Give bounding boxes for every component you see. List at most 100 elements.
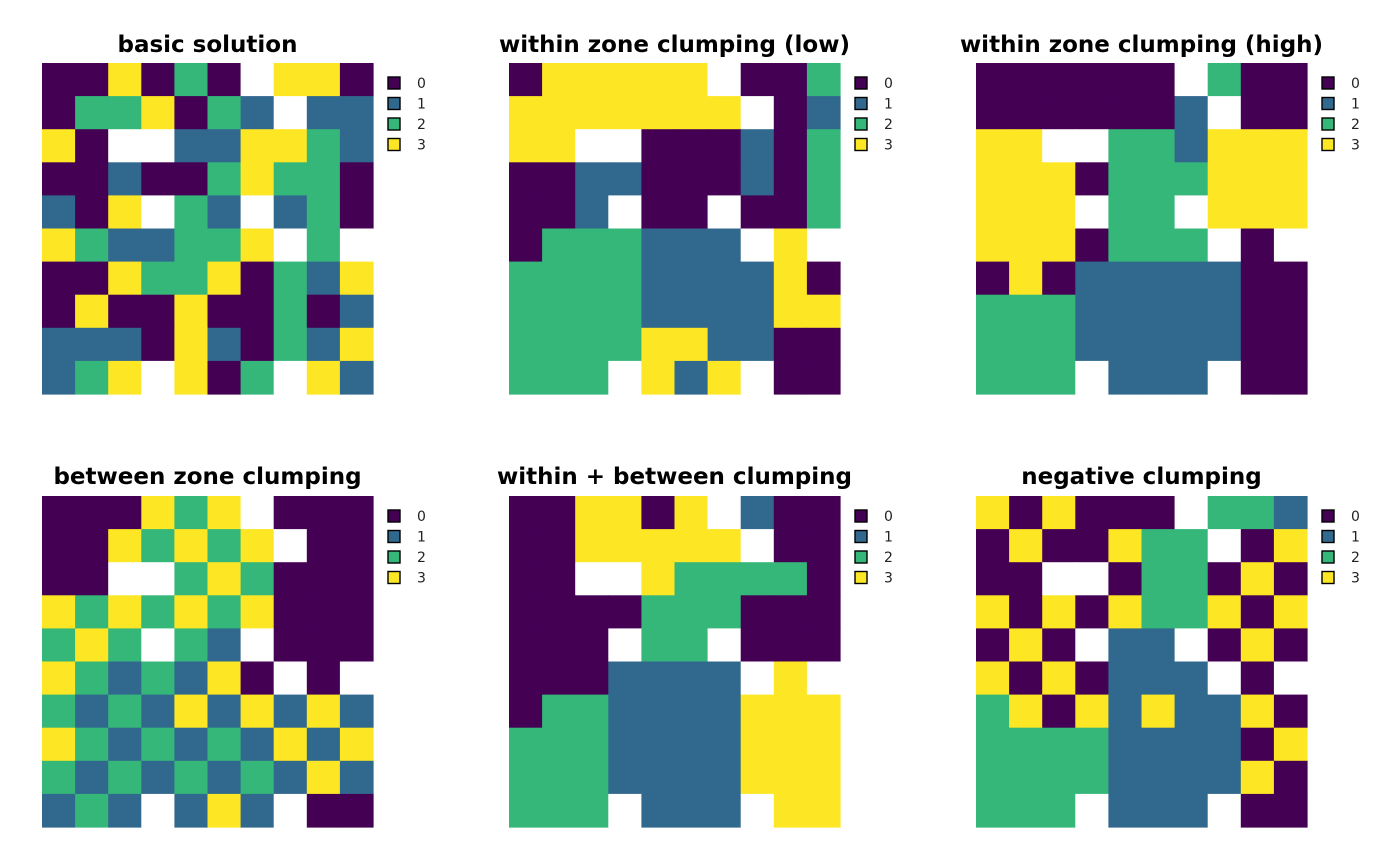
legend-swatch-2 (1321, 117, 1335, 131)
raster-cell (707, 96, 742, 130)
raster-cell (542, 727, 576, 762)
raster-cell (1174, 727, 1209, 762)
legend-swatch-0 (1321, 76, 1335, 90)
raster-cell (509, 496, 543, 530)
raster-cell (674, 195, 709, 230)
legend-label-2: 2 (417, 550, 426, 566)
raster-cell (773, 228, 808, 263)
raster-cell (1273, 529, 1308, 563)
raster-cell (1174, 793, 1209, 828)
raster-cell (273, 129, 308, 163)
raster-cell (207, 327, 242, 362)
raster-cell (1273, 129, 1308, 163)
raster-cell (1240, 661, 1275, 696)
raster-cell (1075, 63, 1109, 97)
raster-cell (509, 562, 543, 596)
raster-cell (509, 261, 543, 296)
raster-cell (1174, 228, 1209, 263)
raster-cell (339, 793, 374, 828)
raster-cell (1009, 294, 1043, 329)
raster-cell (174, 360, 209, 395)
raster-cell (1042, 162, 1076, 196)
raster-cell (174, 195, 209, 230)
raster-cell (240, 63, 275, 97)
raster-cell (75, 228, 109, 263)
raster-cell (141, 727, 175, 762)
raster-cell (240, 195, 275, 230)
raster-cell (1075, 195, 1109, 230)
raster-cell (806, 63, 841, 97)
raster-cell (339, 63, 374, 97)
legend-label-3: 3 (884, 571, 893, 587)
raster-cell (1240, 195, 1275, 230)
raster-cell (773, 327, 808, 362)
raster-cell (1108, 228, 1143, 263)
raster-cell (1075, 628, 1109, 663)
raster-cell (806, 195, 841, 230)
raster-cell (75, 261, 109, 296)
legend-swatch-3 (1321, 137, 1335, 152)
raster-cell (1075, 595, 1109, 629)
raster-cell (707, 261, 742, 296)
raster-cell (740, 228, 775, 263)
raster-cell (806, 595, 841, 629)
raster-cell (1207, 562, 1242, 596)
raster-cell (575, 228, 609, 263)
raster-cell (740, 727, 775, 762)
raster-cell (1108, 96, 1143, 130)
raster-cell (575, 195, 609, 230)
raster-cell (42, 360, 76, 395)
raster-cell (806, 760, 841, 795)
panel-1: basic solution 0 1 2 3 (42, 32, 426, 395)
raster-cell (806, 129, 841, 163)
raster-cell (1207, 162, 1242, 196)
raster-cell (75, 360, 109, 395)
raster-cell (240, 793, 275, 828)
raster-cell (174, 595, 209, 629)
raster-cell (608, 261, 642, 296)
panel-5: within + between clumping 0 1 2 3 (497, 464, 893, 828)
raster-cell (339, 694, 374, 729)
raster-cell (306, 129, 341, 163)
raster-cell (1273, 595, 1308, 629)
raster-cell (773, 661, 808, 696)
raster-cell (1240, 562, 1275, 596)
raster-cell (674, 162, 709, 196)
raster-cell (306, 228, 341, 263)
raster-cell (1207, 294, 1242, 329)
raster-cell (273, 760, 308, 795)
raster-cell (207, 628, 242, 663)
raster-cell (42, 195, 76, 230)
raster-cell (1075, 162, 1109, 196)
raster-cell (174, 562, 209, 596)
raster-cell (1273, 195, 1308, 230)
raster-cell (608, 760, 642, 795)
raster-cell (174, 661, 209, 696)
raster-cell (509, 760, 543, 795)
raster-cell (773, 496, 808, 530)
raster-cell (542, 360, 576, 395)
raster-cell (806, 661, 841, 696)
raster-cell (1207, 529, 1242, 563)
raster-cell (608, 96, 642, 130)
raster-cell (1009, 162, 1043, 196)
raster-cell (1273, 760, 1308, 795)
raster-cell (1273, 793, 1308, 828)
raster-cell (542, 261, 576, 296)
raster-cell (1075, 529, 1109, 563)
raster-cell (707, 562, 742, 596)
legend-label-0: 0 (417, 509, 426, 525)
raster-cell (740, 760, 775, 795)
raster-cell (509, 195, 543, 230)
raster-cell (339, 661, 374, 696)
raster-cell (641, 661, 676, 696)
raster-cell (1009, 261, 1043, 296)
raster-cell (608, 595, 642, 629)
raster-cell (509, 727, 543, 762)
legend-label-3: 3 (1351, 138, 1360, 154)
raster-cell (976, 661, 1010, 696)
raster-cell (542, 162, 576, 196)
raster-cell (306, 195, 341, 230)
raster-cell (707, 294, 742, 329)
raster-cell (240, 694, 275, 729)
